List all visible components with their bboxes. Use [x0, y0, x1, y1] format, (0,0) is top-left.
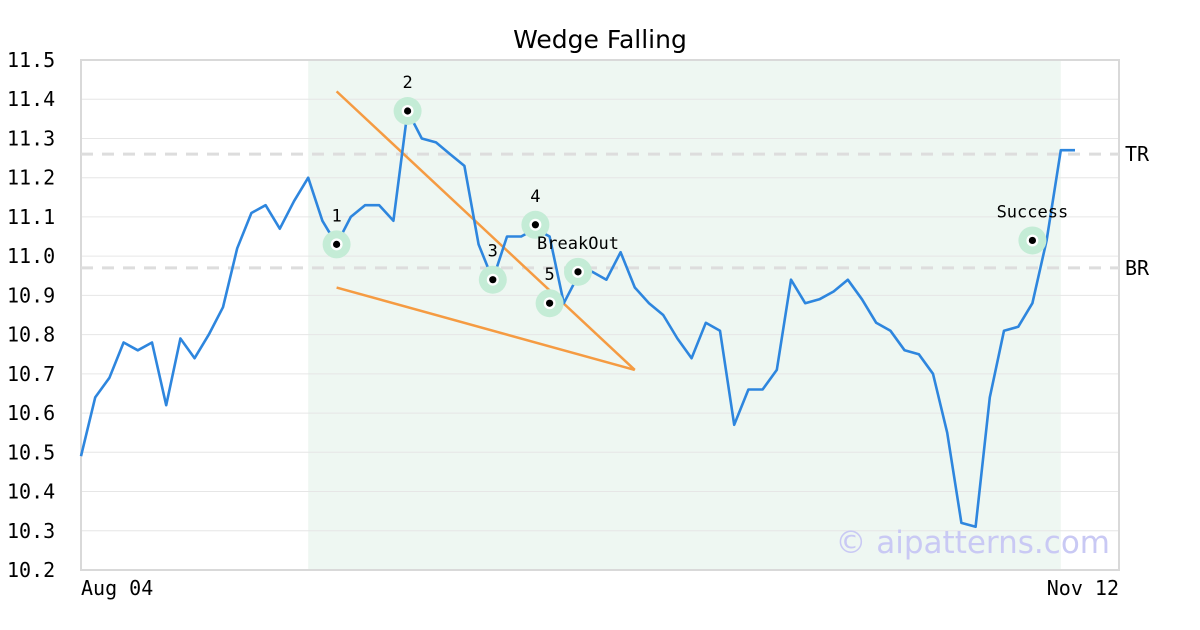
marker-label: 4 [530, 187, 540, 207]
marker-dot [404, 107, 412, 115]
chart-title: Wedge Falling [513, 25, 687, 54]
x-tick-label: Nov 12 [1047, 576, 1119, 600]
y-tick-label: 10.2 [7, 558, 55, 582]
markers: 1 2 3 4 5 BreakOut Success [322, 73, 1069, 318]
y-tick-label: 11.0 [7, 244, 55, 268]
marker-label: 1 [331, 206, 341, 226]
marker-dot [333, 240, 341, 248]
marker-dot [546, 299, 554, 307]
y-tick-label: 10.5 [7, 440, 55, 464]
y-axis: 11.5 11.4 11.3 11.2 11.1 11.0 10.9 10.8 10.7 10.6… [7, 48, 55, 582]
y-tick-label: 10.7 [7, 362, 55, 386]
y-tick-label: 11.1 [7, 205, 55, 229]
x-tick-label: Aug 04 [81, 576, 153, 600]
wedge-trendline [335, 90, 636, 371]
wedge-trendline [336, 286, 636, 372]
marker-label: 3 [488, 242, 498, 262]
levels: TR BR [81, 142, 1150, 280]
level-label-tr: TR [1125, 142, 1150, 166]
watermark: © aipatterns.com [835, 525, 1110, 561]
x-axis: Aug 04 Nov 12 [81, 576, 1119, 600]
grid-lines [80, 59, 1120, 571]
marker-dot [574, 268, 582, 276]
marker-label: 2 [402, 73, 412, 93]
y-tick-label: 10.4 [7, 480, 55, 504]
y-tick-label: 11.4 [7, 87, 55, 111]
marker-dot [489, 276, 497, 284]
y-tick-label: 10.9 [7, 283, 55, 307]
y-tick-label: 10.3 [7, 519, 55, 543]
plot-area [81, 60, 1119, 570]
y-tick-label: 11.5 [7, 48, 55, 72]
level-label-br: BR [1125, 256, 1150, 280]
y-tick-label: 10.6 [7, 401, 55, 425]
marker-dot [531, 221, 540, 229]
marker-label: Success [997, 202, 1069, 222]
trendlines [335, 90, 636, 372]
marker-label: 5 [544, 265, 554, 285]
plot-frame [80, 59, 1120, 571]
marker-dot [1028, 236, 1036, 245]
y-tick-label: 11.3 [7, 126, 55, 150]
y-tick-label: 10.8 [7, 323, 55, 347]
marker-label: BreakOut [537, 234, 619, 254]
y-tick-label: 11.2 [7, 166, 55, 190]
